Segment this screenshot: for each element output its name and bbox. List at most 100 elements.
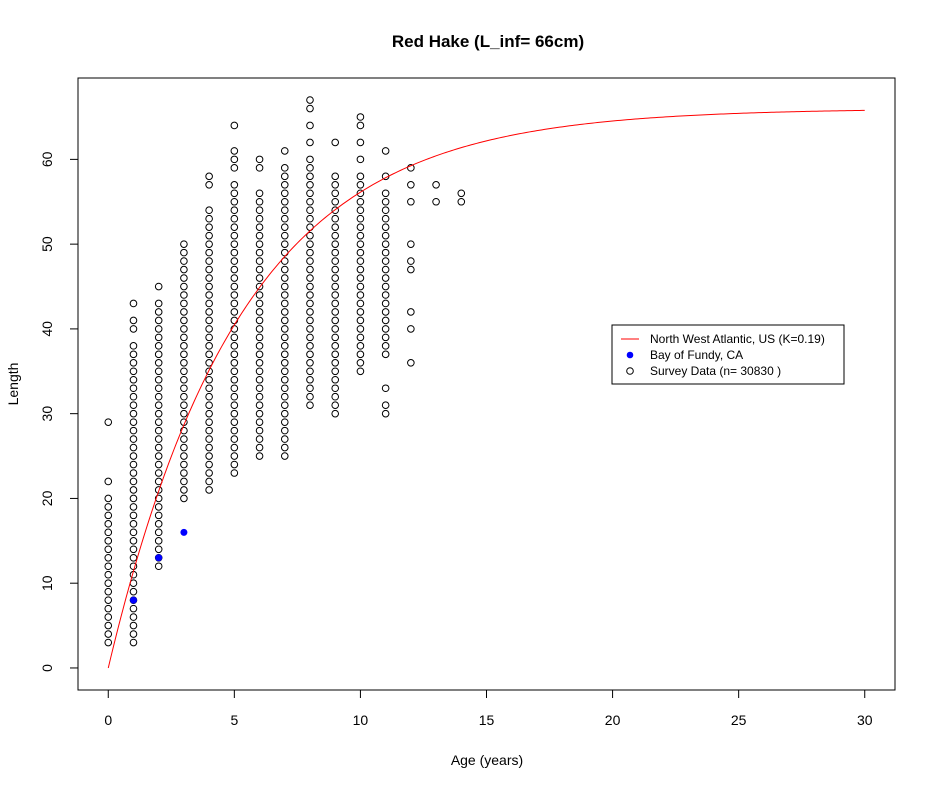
- survey-point: [331, 189, 340, 198]
- survey-point: [205, 240, 213, 248]
- survey-point: [280, 308, 289, 316]
- survey-point: [407, 240, 415, 248]
- y-tick-label: 20: [39, 490, 55, 506]
- survey-point: [104, 587, 113, 596]
- survey-point: [205, 384, 213, 393]
- survey-point: [255, 308, 264, 316]
- survey-point: [306, 104, 314, 113]
- survey-point: [230, 350, 239, 359]
- y-tick-label: 40: [39, 321, 55, 337]
- survey-point: [255, 367, 264, 376]
- survey-point: [331, 325, 340, 333]
- survey-point: [205, 282, 213, 291]
- survey-point: [306, 223, 314, 231]
- survey-point: [230, 274, 239, 282]
- survey-point: [180, 265, 188, 274]
- survey-point: [230, 367, 239, 376]
- x-tick-label: 0: [104, 712, 112, 728]
- survey-point: [280, 392, 289, 401]
- survey-point: [129, 443, 138, 452]
- survey-point: [154, 282, 163, 291]
- survey-point: [306, 96, 314, 104]
- y-tick-label: 10: [39, 575, 55, 591]
- survey-point: [180, 435, 188, 443]
- survey-point: [280, 172, 289, 181]
- survey-point: [381, 214, 390, 223]
- survey-point: [407, 265, 415, 274]
- survey-point: [381, 189, 390, 198]
- survey-point: [205, 248, 213, 257]
- fundy-point: [180, 528, 188, 536]
- survey-point: [306, 231, 314, 240]
- survey-point: [255, 197, 264, 206]
- survey-point: [104, 579, 113, 587]
- survey-point: [129, 537, 138, 545]
- survey-point: [129, 359, 138, 367]
- survey-point: [180, 486, 188, 494]
- survey-point: [306, 206, 314, 215]
- survey-point: [331, 299, 340, 308]
- survey-point: [306, 401, 314, 409]
- survey-point: [129, 477, 138, 486]
- fundy-point: [129, 596, 137, 604]
- x-tick-label: 25: [731, 712, 747, 728]
- survey-point: [205, 299, 213, 308]
- survey-point: [280, 291, 289, 299]
- survey-point: [306, 121, 314, 130]
- survey-point: [280, 299, 289, 308]
- survey-point: [230, 248, 239, 257]
- survey-point: [129, 545, 138, 554]
- survey-point: [306, 359, 314, 367]
- survey-point: [129, 553, 138, 562]
- survey-point: [180, 367, 188, 376]
- survey-point: [280, 265, 289, 274]
- survey-point: [230, 181, 239, 189]
- survey-point: [280, 375, 289, 384]
- survey-point: [306, 172, 314, 181]
- survey-point: [154, 562, 163, 571]
- survey-point: [381, 257, 390, 265]
- survey-point: [255, 214, 264, 223]
- survey-point: [180, 494, 188, 503]
- survey-point: [180, 248, 188, 257]
- survey-point: [280, 316, 289, 325]
- survey-point: [230, 308, 239, 316]
- survey-point: [255, 206, 264, 215]
- survey-point: [205, 181, 213, 189]
- survey-point: [381, 240, 390, 248]
- survey-point: [154, 384, 163, 393]
- survey-point: [356, 223, 365, 231]
- survey-point: [205, 418, 213, 426]
- y-tick-label: 30: [39, 406, 55, 422]
- survey-point: [104, 494, 113, 503]
- survey-point: [129, 367, 138, 376]
- survey-point: [230, 342, 239, 350]
- survey-point: [306, 367, 314, 376]
- survey-point: [381, 401, 390, 409]
- survey-point: [129, 613, 138, 621]
- survey-point: [205, 342, 213, 350]
- survey-point: [154, 520, 163, 528]
- survey-point: [205, 214, 213, 223]
- survey-point: [356, 316, 365, 325]
- survey-point: [356, 291, 365, 299]
- survey-point: [154, 469, 163, 477]
- legend-box: [611, 324, 845, 385]
- survey-point: [381, 409, 390, 418]
- survey-point: [230, 443, 239, 452]
- survey-point: [180, 409, 188, 418]
- survey-point: [129, 528, 138, 537]
- survey-point: [129, 621, 138, 630]
- survey-point: [129, 342, 138, 350]
- survey-point: [255, 401, 264, 409]
- survey-point: [306, 240, 314, 248]
- survey-point: [104, 596, 113, 604]
- survey-point: [154, 333, 163, 342]
- survey-point: [356, 342, 365, 350]
- survey-point: [154, 537, 163, 545]
- chart-title: Red Hake (L_inf= 66cm): [392, 32, 584, 51]
- survey-point: [255, 155, 264, 164]
- survey-point: [306, 384, 314, 393]
- survey-point: [205, 274, 213, 282]
- survey-point: [154, 350, 163, 359]
